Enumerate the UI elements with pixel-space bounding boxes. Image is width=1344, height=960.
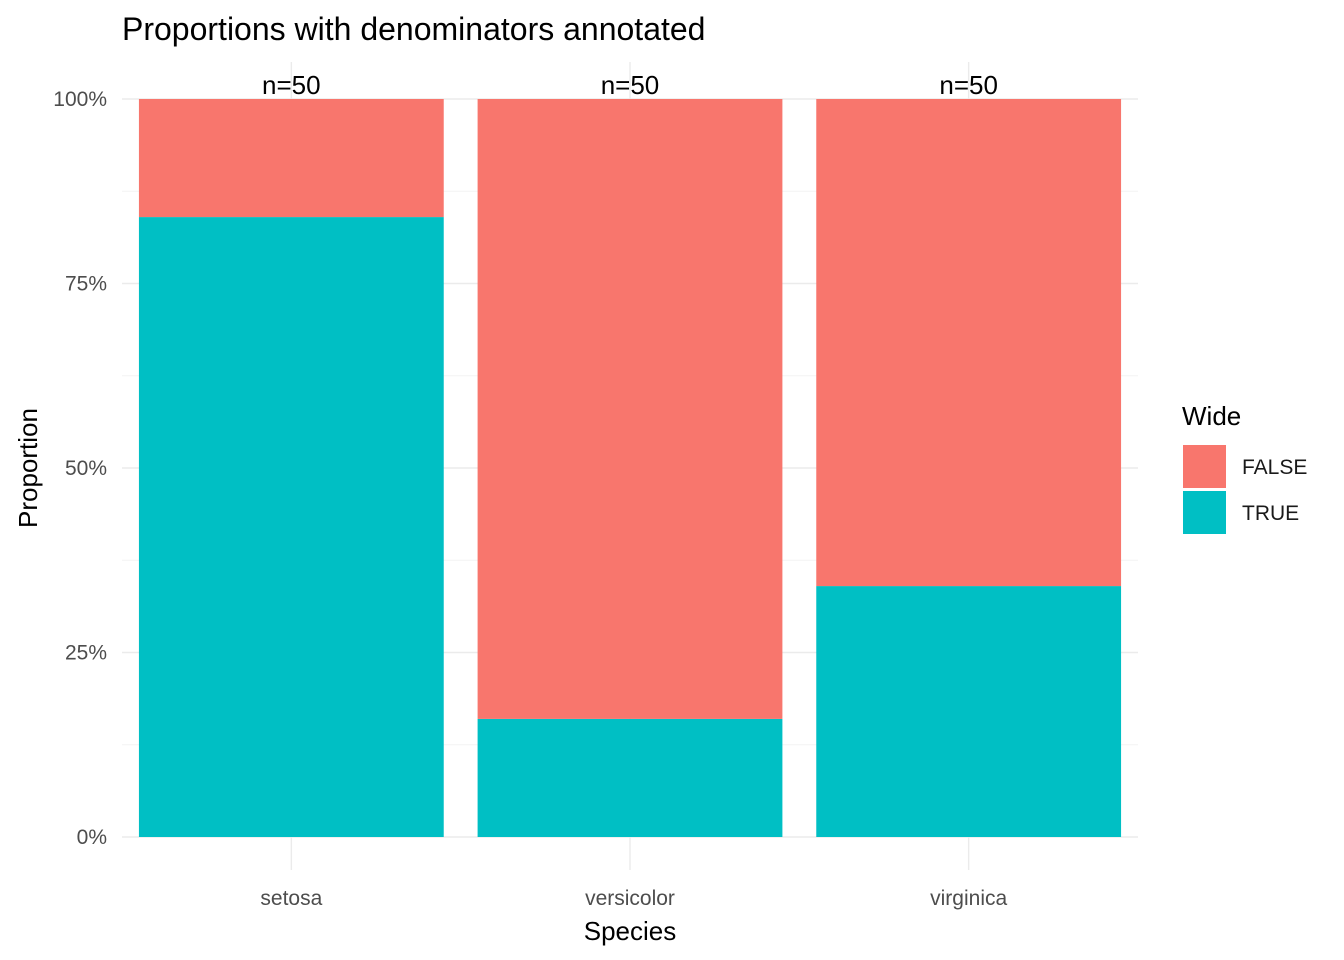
bar-versicolor-false [477,99,783,719]
legend-label: FALSE [1242,456,1307,479]
y-tick-label: 100% [53,88,107,111]
y-axis-tick-labels: 0% 25% 50% 75% 100% [53,88,107,849]
x-tick-label: setosa [260,887,322,910]
bar-annotation: n=50 [601,70,660,100]
y-axis-title: Proportion [13,408,43,528]
bar-setosa-true [138,217,444,837]
bar-annotations: n=50 n=50 n=50 [262,70,998,100]
chart-title: Proportions with denominators annotated [122,11,705,47]
bar-setosa-false [138,99,444,218]
x-tick-label: virginica [930,887,1007,910]
legend-key-false [1183,445,1226,488]
legend-title: Wide [1182,401,1241,431]
bar-virginica-false [816,99,1122,587]
y-tick-label: 0% [77,826,107,849]
bar-annotation: n=50 [939,70,998,100]
bar-versicolor-true [477,718,783,837]
legend-key-true [1183,491,1226,534]
legend: Wide FALSE TRUE [1182,401,1307,534]
bars [138,99,1122,837]
bar-virginica-true [816,586,1122,837]
x-axis-tick-labels: setosa versicolor virginica [260,887,1007,910]
legend-label: TRUE [1242,502,1299,525]
y-tick-label: 75% [65,273,107,296]
x-axis-title: Species [584,916,677,946]
y-tick-label: 25% [65,642,107,665]
y-tick-label: 50% [65,457,107,480]
bar-annotation: n=50 [262,70,321,100]
x-tick-label: versicolor [585,887,675,910]
